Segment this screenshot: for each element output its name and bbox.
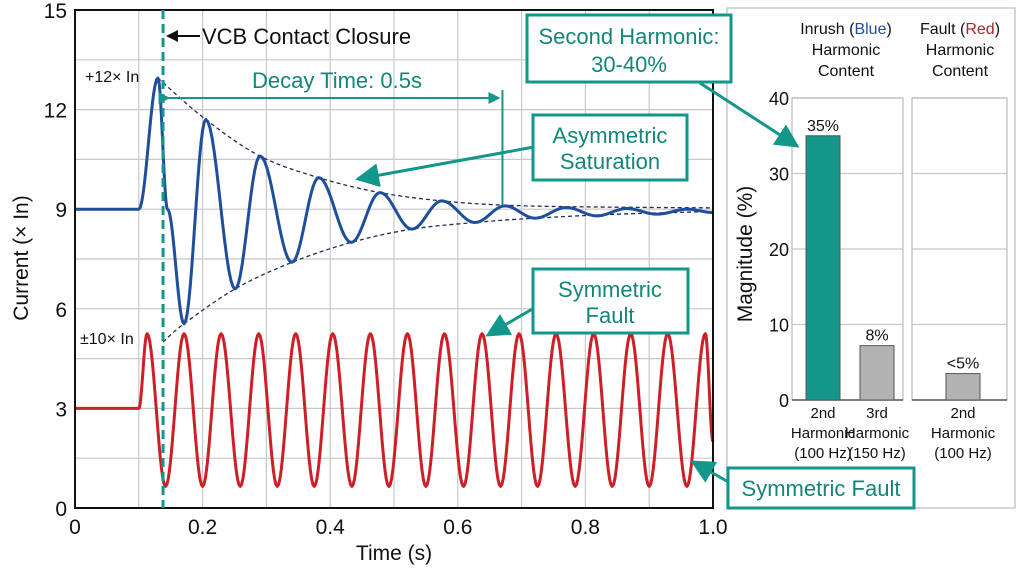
bar-tick-labels: 0 10 20 30 40: [769, 89, 789, 411]
bar-y-tick-label: 20: [769, 240, 789, 260]
bar-category-label: 2nd: [950, 405, 975, 422]
bar-group: <5% 2nd Harmonic (100 Hz): [911, 97, 1008, 462]
bar-y-tick-label: 30: [769, 165, 789, 185]
series-group: [75, 76, 715, 488]
y-tick-label: 9: [55, 199, 67, 222]
bar-y-tick-label: 0: [779, 391, 789, 411]
symmetric-fault-lower-arrow: [690, 460, 733, 486]
bar-category-label: (100 Hz): [934, 445, 992, 462]
y-tick-label: 15: [44, 0, 67, 23]
symmetric-line2: Fault: [586, 303, 635, 328]
inrush-title: Inrush (Blue) Harmonic Content: [800, 21, 892, 80]
x-tick-label: 0.4: [316, 516, 346, 539]
bar-category-label: Harmonic: [791, 425, 856, 442]
x-axis-label: Time (s): [356, 542, 432, 565]
title-post: ): [886, 21, 891, 38]
decay-time-label: Decay Time: 0.5s: [252, 68, 422, 93]
asymmetric-arrow: [355, 145, 535, 188]
harmonic-content-panel: 35% 2nd Harmonic (100 Hz) 8% 3rd Harmonic (150 …: [726, 7, 1016, 509]
y-tick-label: 3: [55, 398, 67, 421]
bar-value-label: <5%: [947, 356, 979, 373]
bar-category-label: (150 Hz): [848, 445, 906, 462]
bar: [945, 373, 981, 401]
bar-y-axis-label: Magnitude (%): [734, 186, 757, 323]
asymmetric-line1: Asymmetric: [553, 123, 668, 148]
symmetric-fault-callout: [531, 267, 690, 335]
bar-y-tick-label: 40: [769, 89, 789, 109]
title-blue-word: Blue: [854, 21, 886, 38]
asymmetric-line2: Saturation: [560, 149, 660, 174]
title-pre: Fault (: [920, 21, 966, 38]
bar-category-label: (100 Hz): [794, 445, 852, 462]
fault-current-line: [75, 332, 715, 488]
title-post: ): [995, 21, 1000, 38]
plot-frame: [74, 9, 714, 509]
fault-title-line2: Harmonic: [926, 42, 994, 59]
title-pre: Inrush (: [800, 21, 855, 38]
y-tick-label: 12: [44, 100, 67, 123]
symmetric-line1: Symmetric: [558, 277, 662, 302]
upper-envelope: [157, 77, 714, 209]
fault-title-line1: Fault (Red): [920, 21, 1000, 38]
inrush-title-line1: Inrush (Blue): [800, 21, 892, 38]
peak-label: +12× In: [85, 69, 139, 86]
symmetric-fault-lower-callout: [726, 466, 916, 510]
lower-envelope: [162, 210, 714, 343]
bar-category-label: Harmonic: [931, 425, 996, 442]
x-tick-label: 0.8: [571, 516, 600, 539]
bar: [805, 135, 841, 401]
bar-category-label: 2nd: [810, 405, 835, 422]
symmetric-fault-lower-label: Symmetric Fault: [742, 476, 901, 501]
title-red-word: Red: [965, 21, 994, 38]
y-axis-label: Current (× In): [10, 195, 33, 320]
bar-group: 35% 2nd Harmonic (100 Hz) 8% 3rd Harmonic (150 …: [791, 97, 910, 462]
inrush-title-line3: Content: [818, 63, 875, 80]
x-tick-label: 0.2: [188, 516, 217, 539]
symmetric-fault-arrow: [485, 306, 535, 337]
second-harmonic-line2: 30-40%: [591, 52, 667, 77]
y-tick-label: 0: [55, 498, 67, 521]
bar-category-label: 3rd: [866, 405, 888, 422]
bar-y-tick-label: 10: [769, 316, 789, 336]
vcb-label: VCB Contact Closure: [202, 24, 411, 49]
bar: [859, 345, 895, 401]
decay-envelopes: [157, 77, 714, 343]
bar-groups: 35% 2nd Harmonic (100 Hz) 8% 3rd Harmonic (150 …: [791, 97, 1008, 462]
x-tick-label: 0: [69, 516, 81, 539]
inrush-current-line: [75, 76, 714, 326]
y-tick-label: 6: [55, 299, 67, 322]
fault-amplitude-label: ±10× In: [80, 331, 134, 348]
second-harmonic-arrow: [699, 81, 800, 148]
bar-value-label: 35%: [807, 118, 839, 135]
second-harmonic-line1: Second Harmonic:: [539, 24, 720, 49]
second-harmonic-callout: [525, 13, 733, 84]
x-tick-label: 1.0: [698, 516, 727, 539]
inrush-title-line2: Harmonic: [812, 42, 880, 59]
x-tick-label: 0.6: [443, 516, 472, 539]
fault-title: Fault (Red) Harmonic Content: [920, 21, 1000, 80]
tick-labels: 0 0.2 0.4 0.6 0.8 1.0 0 3 6 9 12 15: [44, 0, 728, 539]
current-waveform-chart: 0 0.2 0.4 0.6 0.8 1.0 0 3 6 9 12 15 Time (s) Curren…: [10, 0, 728, 565]
panel-frame: [726, 7, 1016, 509]
asymmetric-saturation-callout: [531, 113, 689, 182]
fault-title-line3: Content: [932, 63, 989, 80]
bar-category-label: Harmonic: [845, 425, 910, 442]
bar-value-label: 8%: [865, 328, 888, 345]
